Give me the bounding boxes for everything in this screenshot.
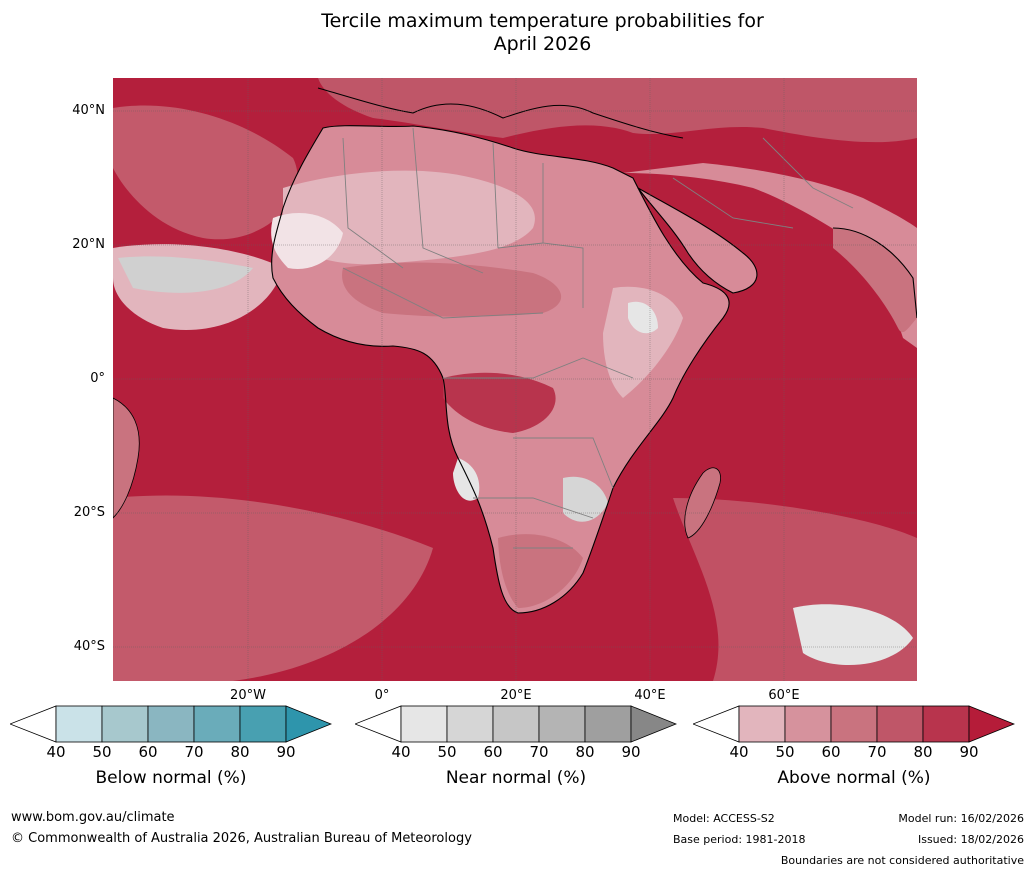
- website-link[interactable]: www.bom.gov.au/climate: [11, 810, 175, 825]
- colorbar-above-normal-title: Above normal (%): [777, 768, 931, 788]
- model-name: Model: ACCESS-S2: [673, 812, 775, 825]
- land-south-africa: [498, 534, 583, 608]
- europe-coastline: [317, 87, 684, 139]
- land-central-africa-dark: [443, 372, 556, 433]
- colorbar-above-normal-bin-2: [784, 705, 832, 743]
- below-normal-tick-80: 80: [230, 743, 250, 761]
- colorbar-near-normal-bin-1: [400, 705, 448, 743]
- colorbar-near-normal: [353, 705, 678, 743]
- colorbar-near-normal-high-extend: [630, 705, 678, 743]
- above-normal-tick-40: 40: [729, 743, 749, 761]
- near-normal-tick-80: 80: [575, 743, 595, 761]
- ocean-patch-southeast: [793, 604, 913, 665]
- india-coastline: [832, 227, 917, 319]
- colorbar-near-normal-bin-3: [492, 705, 540, 743]
- land-south-america: [113, 397, 140, 519]
- above-normal-tick-90: 90: [959, 743, 979, 761]
- arabia-coastline: [637, 187, 758, 294]
- colorbar-near-normal-low-extend: [353, 705, 402, 743]
- land-southwest-africa-light: [453, 458, 480, 501]
- colorbar-above-normal: [691, 705, 1016, 743]
- lat-label-20n: 20°N: [72, 237, 105, 252]
- land-arabia: [623, 163, 917, 348]
- land-ethiopia-grey: [628, 301, 658, 334]
- near-normal-tick-60: 60: [483, 743, 503, 761]
- colorbar-near-normal-ticks: 40 50 60 70 80 90: [355, 743, 677, 763]
- near-normal-tick-70: 70: [529, 743, 549, 761]
- below-normal-tick-70: 70: [184, 743, 204, 761]
- lon-label-0: 0°: [374, 688, 390, 703]
- colorbar-below-normal: [8, 705, 333, 743]
- colorbar-near-normal-bin-4: [538, 705, 586, 743]
- country-borders: [342, 127, 854, 549]
- colorbar-above-normal-bin-1: [738, 705, 786, 743]
- issued-date: Issued: 18/02/2026: [917, 833, 1024, 846]
- boundaries-disclaimer: Boundaries are not considered authoritat…: [780, 854, 1024, 867]
- colorbar-below-normal-bin-5: [239, 705, 287, 743]
- near-normal-tick-40: 40: [391, 743, 411, 761]
- above-normal-tick-80: 80: [913, 743, 933, 761]
- lon-label-40e: 40°E: [634, 688, 666, 703]
- colorbar-below-normal-bin-4: [193, 705, 241, 743]
- probability-map: [113, 78, 917, 681]
- lat-label-20s: 20°S: [73, 505, 105, 520]
- copyright-text: © Commonwealth of Australia 2026, Austra…: [11, 831, 472, 846]
- above-normal-tick-60: 60: [821, 743, 841, 761]
- map-svg: [113, 78, 917, 681]
- colorbar-below-normal-bin-2: [101, 705, 149, 743]
- colorbar-near-normal-title: Near normal (%): [445, 768, 587, 788]
- below-normal-tick-40: 40: [46, 743, 66, 761]
- map-title: Tercile maximum temperature probabilitie…: [0, 10, 1035, 56]
- ocean-patch-north-atlantic: [113, 105, 298, 240]
- model-run-date: Model run: 16/02/2026: [898, 812, 1024, 825]
- land-india: [833, 228, 917, 333]
- colorbar-near-normal-bin-5: [584, 705, 632, 743]
- lon-label-20e: 20°E: [500, 688, 532, 703]
- base-period: Base period: 1981-2018: [673, 833, 806, 846]
- colorbar-below-normal-high-extend: [285, 705, 333, 743]
- near-normal-tick-50: 50: [437, 743, 457, 761]
- colorbar-above-normal-low-extend: [691, 705, 740, 743]
- colorbar-near-normal-bin-2: [446, 705, 494, 743]
- graticule: [113, 78, 917, 681]
- colorbar-above-normal-high-extend: [968, 705, 1016, 743]
- title-line-2: April 2026: [493, 33, 592, 55]
- colorbar-above-normal-bin-5: [922, 705, 970, 743]
- lon-label-60e: 60°E: [768, 688, 800, 703]
- land-europe: [318, 78, 917, 143]
- lat-label-40s: 40°S: [73, 639, 105, 654]
- lat-label-0: 0°: [90, 371, 105, 386]
- lat-label-40n: 40°N: [72, 103, 105, 118]
- title-line-1: Tercile maximum temperature probabilitie…: [321, 10, 764, 32]
- above-normal-tick-50: 50: [775, 743, 795, 761]
- colorbar-above-normal-ticks: 40 50 60 70 80 90: [693, 743, 1015, 763]
- colorbar-above-normal-bin-3: [830, 705, 878, 743]
- land-madagascar: [684, 467, 721, 539]
- above-normal-tick-70: 70: [867, 743, 887, 761]
- land-south-africa-grey: [563, 476, 608, 522]
- colorbar-below-normal-low-extend: [8, 705, 57, 743]
- land-east-africa-light: [603, 286, 683, 398]
- colorbar-below-normal-bin-3: [147, 705, 195, 743]
- below-normal-tick-50: 50: [92, 743, 112, 761]
- africa-coastline: [271, 125, 730, 614]
- land-west-sahara-pale: [271, 213, 343, 269]
- colorbar-below-normal-bin-1: [55, 705, 103, 743]
- below-normal-tick-60: 60: [138, 743, 158, 761]
- ocean-patch-south: [113, 495, 433, 681]
- below-normal-tick-90: 90: [276, 743, 296, 761]
- colorbar-below-normal-title: Below normal (%): [95, 768, 247, 788]
- ocean-patch-west-grey: [118, 256, 253, 293]
- land-sahel-dark: [342, 262, 562, 317]
- colorbar-below-normal-ticks: 40 50 60 70 80 90: [10, 743, 332, 763]
- lon-label-20w: 20°W: [230, 688, 266, 703]
- near-normal-tick-90: 90: [621, 743, 641, 761]
- colorbar-above-normal-bin-4: [876, 705, 924, 743]
